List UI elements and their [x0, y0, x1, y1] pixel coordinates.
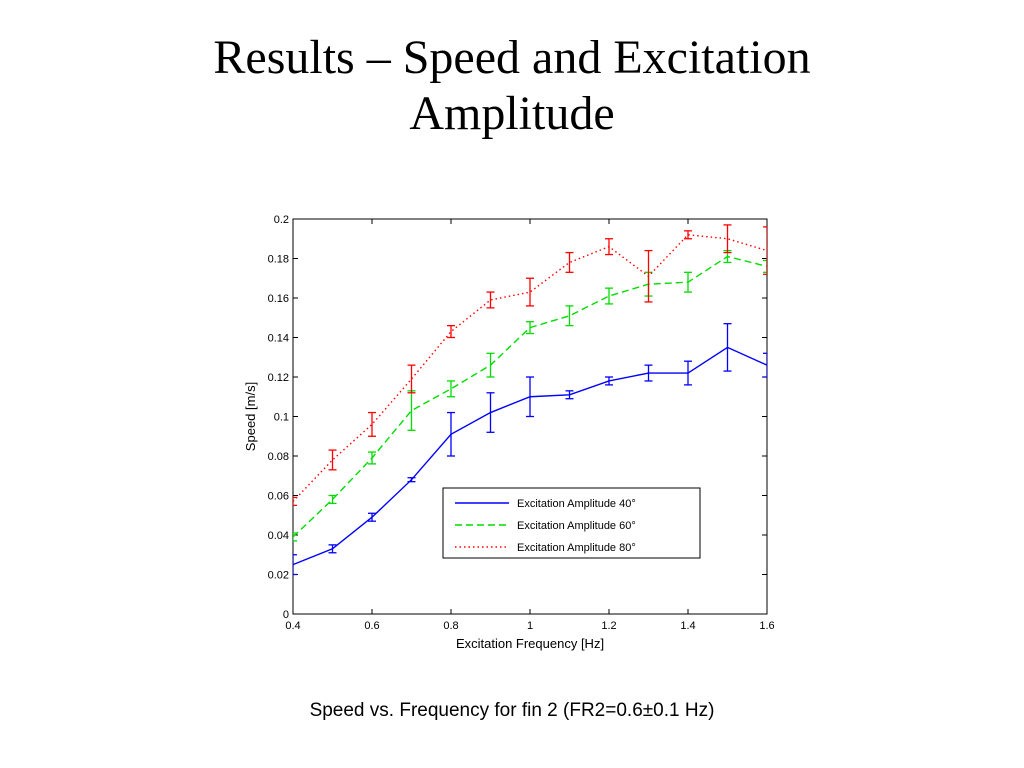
y-axis-label: Speed [m/s]: [243, 382, 258, 451]
y-tick-label: 0.04: [268, 530, 289, 542]
y-tick-label: 0.2: [274, 214, 289, 226]
legend-entry: Excitation Amplitude 80°: [517, 542, 636, 554]
y-tick-label: 0.08: [268, 451, 289, 463]
x-axis-label: Excitation Frequency [Hz]: [456, 636, 604, 651]
x-tick-label: 1: [527, 620, 533, 632]
legend: Excitation Amplitude 40° Excitation Ampli…: [442, 487, 701, 559]
legend-entry: Excitation Amplitude 60°: [517, 520, 636, 532]
slide-title-line2: Amplitude: [409, 87, 615, 140]
axis-layer: 0 0.02 0.04 0.06 0.08 0.1 0.12 0.14 0.16 0.18 0.2 0…: [268, 214, 775, 632]
y-tick-label: 0.18: [268, 254, 289, 266]
x-tick-label: 0.8: [443, 620, 458, 632]
series-layer: [293, 224, 767, 576]
y-tick-label: 0.14: [268, 333, 289, 345]
slide-title-line1: Results – Speed and Excitation: [213, 31, 811, 84]
x-tick-label: 1.2: [601, 620, 616, 632]
x-tick-label: 1.6: [759, 620, 774, 632]
x-tick-label: 1.4: [680, 620, 695, 632]
legend-box: [442, 487, 701, 559]
slide-title: Results – Speed and Excitation Amplitude: [0, 30, 1024, 142]
y-tick-label: 0.02: [268, 570, 289, 582]
chart-container: 0 0.02 0.04 0.06 0.08 0.1 0.12 0.14 0.16 0.18 0.2 0…: [230, 200, 790, 660]
y-tick-label: 0.16: [268, 293, 289, 305]
y-tick-label: 0.1: [274, 412, 289, 424]
legend-entry: Excitation Amplitude 40°: [517, 498, 636, 510]
x-tick-label: 0.6: [364, 620, 379, 632]
y-tick-label: 0.06: [268, 491, 289, 503]
x-tick-label: 0.4: [285, 620, 300, 632]
y-tick-label: 0.12: [268, 372, 289, 384]
chart-svg: 0 0.02 0.04 0.06 0.08 0.1 0.12 0.14 0.16 0.18 0.2 0…: [243, 214, 775, 651]
y-tick-label: 0: [283, 609, 289, 621]
figure-caption: Speed vs. Frequency for fin 2 (FR2=0.6±0…: [309, 700, 715, 721]
